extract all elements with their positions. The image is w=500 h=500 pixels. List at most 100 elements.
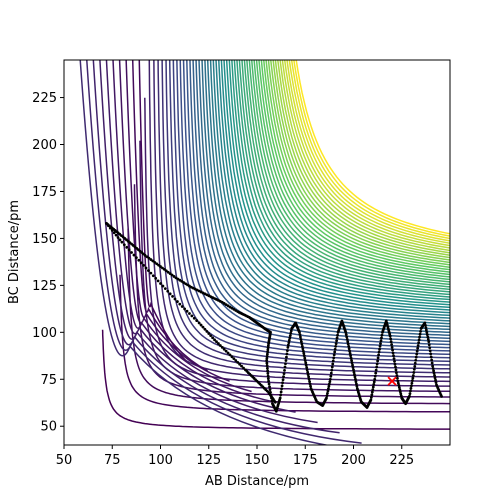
trajectory-point: [430, 358, 434, 362]
trajectory-point: [376, 359, 380, 363]
trajectory-point: [147, 269, 150, 272]
x-tick-label: 125: [196, 453, 221, 468]
trajectory-point: [372, 380, 376, 384]
trajectory-point: [433, 374, 436, 377]
trajectory-point: [195, 319, 199, 322]
trajectory-point: [266, 369, 270, 373]
trajectory-point: [349, 356, 353, 360]
trajectory-point: [299, 335, 302, 339]
y-tick-label: 100: [32, 326, 57, 341]
trajectory-point: [380, 336, 383, 340]
trajectory-point: [282, 375, 285, 379]
trajectory-point: [287, 341, 291, 345]
trajectory-point: [201, 325, 205, 329]
trajectory-point: [427, 340, 431, 344]
y-tick-label: 150: [32, 232, 57, 247]
contour-line: [192, 60, 450, 340]
y-tick-label: 125: [32, 279, 57, 294]
contour-line: [139, 140, 450, 393]
trajectory-point: [159, 282, 162, 285]
trajectory-point: [234, 359, 238, 362]
trajectory-point: [197, 321, 201, 325]
trajectory-point: [162, 268, 166, 271]
trajectory-point: [397, 383, 401, 387]
trajectory-point: [266, 377, 270, 380]
trajectory-point: [308, 380, 311, 384]
trajectory-point: [399, 394, 403, 398]
trajectory-point: [161, 266, 164, 270]
trajectory-point: [265, 359, 269, 362]
contour-line: [236, 60, 450, 296]
contour-line: [131, 60, 208, 372]
trajectory-point: [352, 370, 356, 374]
trajectory-point: [267, 382, 271, 386]
contour-line: [206, 60, 450, 325]
trajectory-point: [409, 387, 413, 390]
contour-line: [198, 60, 450, 334]
trajectory-point: [394, 365, 397, 369]
x-axis-label: AB Distance/pm: [205, 474, 309, 489]
contour-line: [238, 60, 450, 293]
trajectory-point: [108, 226, 112, 230]
contour-line: [253, 60, 450, 278]
trajectory-point: [353, 373, 356, 376]
trajectory-point: [354, 382, 358, 386]
contour-line: [283, 60, 450, 247]
x-tick-label: 75: [104, 453, 121, 468]
trajectory-point: [301, 349, 305, 353]
trajectory-point: [348, 349, 352, 353]
contour-line: [272, 60, 450, 259]
trajectory-point: [149, 271, 153, 275]
contour-line: [258, 60, 450, 273]
trajectory-point: [151, 259, 155, 263]
trajectory-point: [166, 289, 170, 293]
trajectory-point: [327, 384, 331, 388]
trajectory-point: [267, 379, 270, 383]
trajectory-point: [350, 361, 354, 365]
trajectory-point: [410, 379, 414, 383]
trajectory-point: [332, 356, 336, 360]
trajectory-point: [371, 385, 375, 389]
contour-line: [270, 60, 450, 261]
y-axis-label: BC Distance/pm: [7, 200, 22, 304]
trajectory-point: [349, 354, 353, 358]
trajectory-point: [371, 388, 375, 391]
trajectory-point: [396, 376, 399, 380]
trajectory-point: [399, 392, 403, 396]
trajectory-point: [284, 362, 287, 366]
trajectory-point: [240, 364, 243, 368]
trajectory-point: [344, 333, 348, 337]
contour-line: [228, 60, 450, 303]
contour-line: [189, 60, 450, 343]
contour-line: [250, 60, 450, 281]
contour-line: [220, 60, 450, 311]
trajectory-point: [414, 358, 418, 362]
trajectory-point: [298, 333, 302, 337]
contour-line: [248, 60, 450, 283]
contour-line: [231, 60, 450, 301]
trajectory-point: [183, 307, 187, 311]
trajectory-point: [346, 340, 350, 344]
trajectory-point: [335, 336, 339, 340]
trajectory-point: [393, 362, 397, 366]
trajectory-point: [392, 357, 396, 361]
trajectory-point: [284, 359, 288, 362]
contour-line: [288, 60, 450, 242]
trajectory-point: [178, 302, 182, 306]
trajectory-point: [330, 365, 334, 369]
trajectory-point: [428, 349, 432, 353]
contour-line: [172, 60, 450, 359]
trajectory-point: [416, 344, 420, 347]
trajectory-point: [408, 394, 411, 398]
trajectory-point: [418, 335, 422, 339]
trajectory-point: [333, 347, 337, 351]
trajectory-point: [415, 349, 419, 353]
trajectory-point: [298, 330, 301, 334]
trajectory-point: [334, 342, 338, 345]
contour-line: [274, 60, 450, 257]
trajectory-point: [391, 348, 394, 352]
trajectory-point: [327, 382, 331, 386]
x-tick-label: 225: [389, 453, 414, 468]
trajectory-point: [180, 305, 184, 308]
trajectory-point: [306, 370, 310, 374]
